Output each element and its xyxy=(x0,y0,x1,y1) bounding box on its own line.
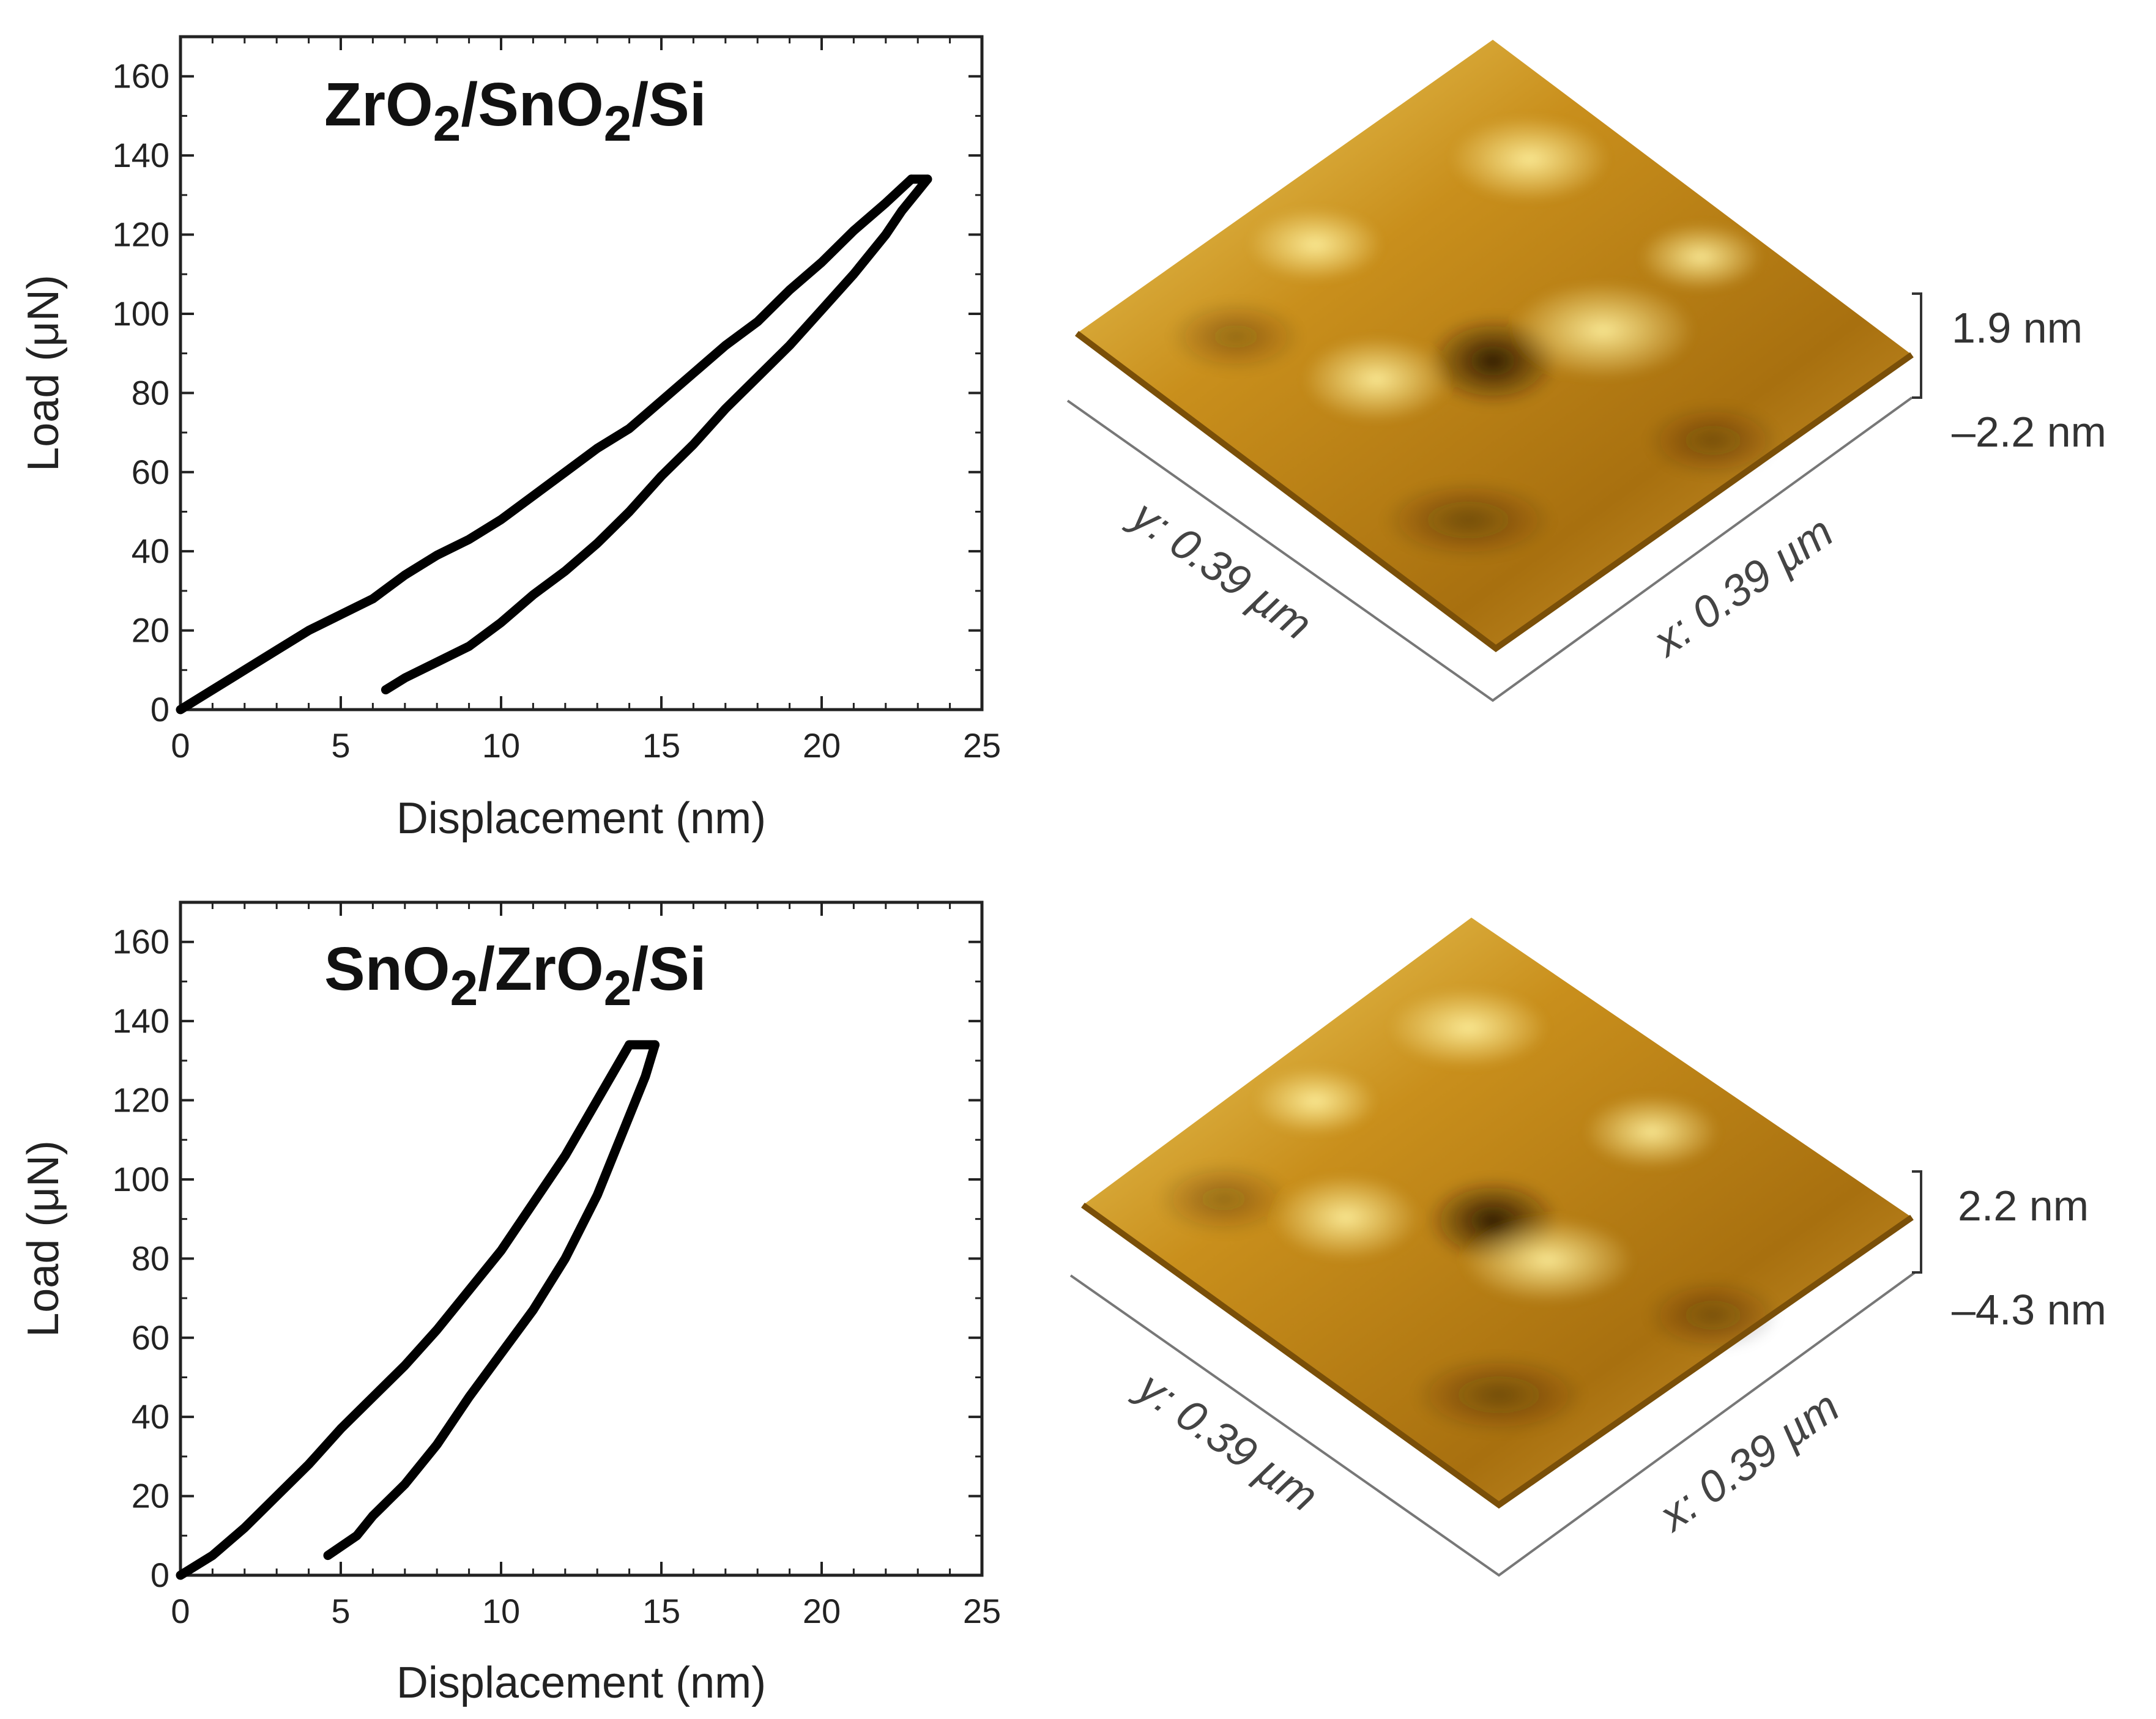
y-axis-label: y: 0.39 µm xyxy=(1121,489,1321,650)
y-tick-label: 120 xyxy=(113,215,169,254)
afm-axes xyxy=(1069,1271,1916,1577)
x-tick-label: 15 xyxy=(642,726,680,765)
curves xyxy=(176,174,932,715)
y-tick-label: 120 xyxy=(113,1081,169,1119)
afm-axes xyxy=(1066,396,1913,702)
x-axis-label: x: 0.39 µm xyxy=(1643,507,1842,667)
y-tick-label: 80 xyxy=(132,373,169,412)
afm-surface-bottom: 2.2 nm –4.3 nm y: 0.39 µm x: 0.39 µm xyxy=(1069,918,2106,1577)
x-tick-label: 25 xyxy=(963,1592,1001,1630)
x-tick-label: 10 xyxy=(482,1592,520,1630)
y-tick-label: 60 xyxy=(132,1318,169,1357)
z-bottom-label: –4.3 nm xyxy=(1952,1286,2106,1334)
x-tick-label: 20 xyxy=(803,1592,841,1630)
x-axis-label: x: 0.39 µm xyxy=(1649,1382,1848,1542)
x-tick-label: 5 xyxy=(331,1592,350,1630)
afm-lower-edge xyxy=(1074,331,1914,653)
load-displacement-chart-bottom: 0 20 40 60 80 100 120 140 160 0 5 10 15 20 25 SnO2/Zr… xyxy=(19,900,1001,1707)
plot-frame xyxy=(179,900,984,1577)
y-tick-label: 0 xyxy=(151,1556,169,1594)
x-axis-title: Displacement (nm) xyxy=(396,1658,766,1707)
z-scale-bar xyxy=(1912,292,1922,399)
curves xyxy=(176,1040,660,1580)
x-tick-label: 0 xyxy=(171,1592,190,1630)
y-tick-label: 160 xyxy=(113,923,169,961)
y-axis-title: Load (μN) xyxy=(19,275,68,472)
y-tick-label: 40 xyxy=(132,532,169,570)
z-scale-bar xyxy=(1912,1170,1922,1274)
x-tick-label: 20 xyxy=(803,726,841,765)
x-tick-label: 5 xyxy=(331,726,350,765)
y-tick-label: 140 xyxy=(113,1001,169,1040)
series-loading xyxy=(176,174,916,715)
y-axis-title: Load (μN) xyxy=(19,1140,68,1337)
afm-texture xyxy=(1156,988,1780,1435)
y-tick-label: 100 xyxy=(113,294,169,333)
chart-title: SnO2/ZrO2/Si xyxy=(324,935,707,1016)
y-tick-label: 80 xyxy=(132,1239,169,1277)
x-tick-label: 15 xyxy=(642,1592,680,1630)
chart-title: ZrO2/SnO2/Si xyxy=(324,70,707,152)
series-loading xyxy=(176,1040,634,1580)
z-top-label: 1.9 nm xyxy=(1952,304,2083,352)
x-axis-title: Displacement (nm) xyxy=(396,794,766,843)
y-tick-label: 20 xyxy=(132,611,169,650)
y-tick-label: 140 xyxy=(113,136,169,174)
x-tick-label: 10 xyxy=(482,726,520,765)
x-tick-labels: 0 5 10 15 20 25 xyxy=(171,726,1001,765)
y-tick-label: 40 xyxy=(132,1397,169,1436)
y-tick-label: 20 xyxy=(132,1477,169,1515)
x-tick-labels: 0 5 10 15 20 25 xyxy=(171,1592,1001,1630)
y-tick-label: 60 xyxy=(132,453,169,491)
y-tick-labels: 0 20 40 60 80 100 120 140 160 xyxy=(113,923,169,1594)
axis-ticks xyxy=(179,37,983,711)
y-tick-label: 100 xyxy=(113,1160,169,1198)
load-displacement-chart-top: 0 20 40 60 80 100 120 140 160 0 5 10 15 20 25 ZrO2/Sn… xyxy=(19,35,1001,843)
y-tick-labels: 0 20 40 60 80 100 120 140 160 xyxy=(113,57,169,729)
y-tick-label: 0 xyxy=(151,690,169,729)
x-tick-label: 0 xyxy=(171,726,190,765)
series-unloading xyxy=(323,1040,660,1561)
afm-surface-top: 1.9 nm –2.2 nm y: 0.39 µm x: 0.39 µm xyxy=(1066,40,2106,702)
y-tick-label: 160 xyxy=(113,57,169,95)
x-tick-label: 25 xyxy=(963,726,1001,765)
z-top-label: 2.2 nm xyxy=(1958,1182,2089,1230)
afm-lower-edge xyxy=(1081,1202,1914,1509)
plot-frame xyxy=(179,35,984,711)
z-bottom-label: –2.2 nm xyxy=(1952,408,2106,456)
afm-texture xyxy=(1169,116,1780,560)
series-unloading xyxy=(381,174,932,695)
